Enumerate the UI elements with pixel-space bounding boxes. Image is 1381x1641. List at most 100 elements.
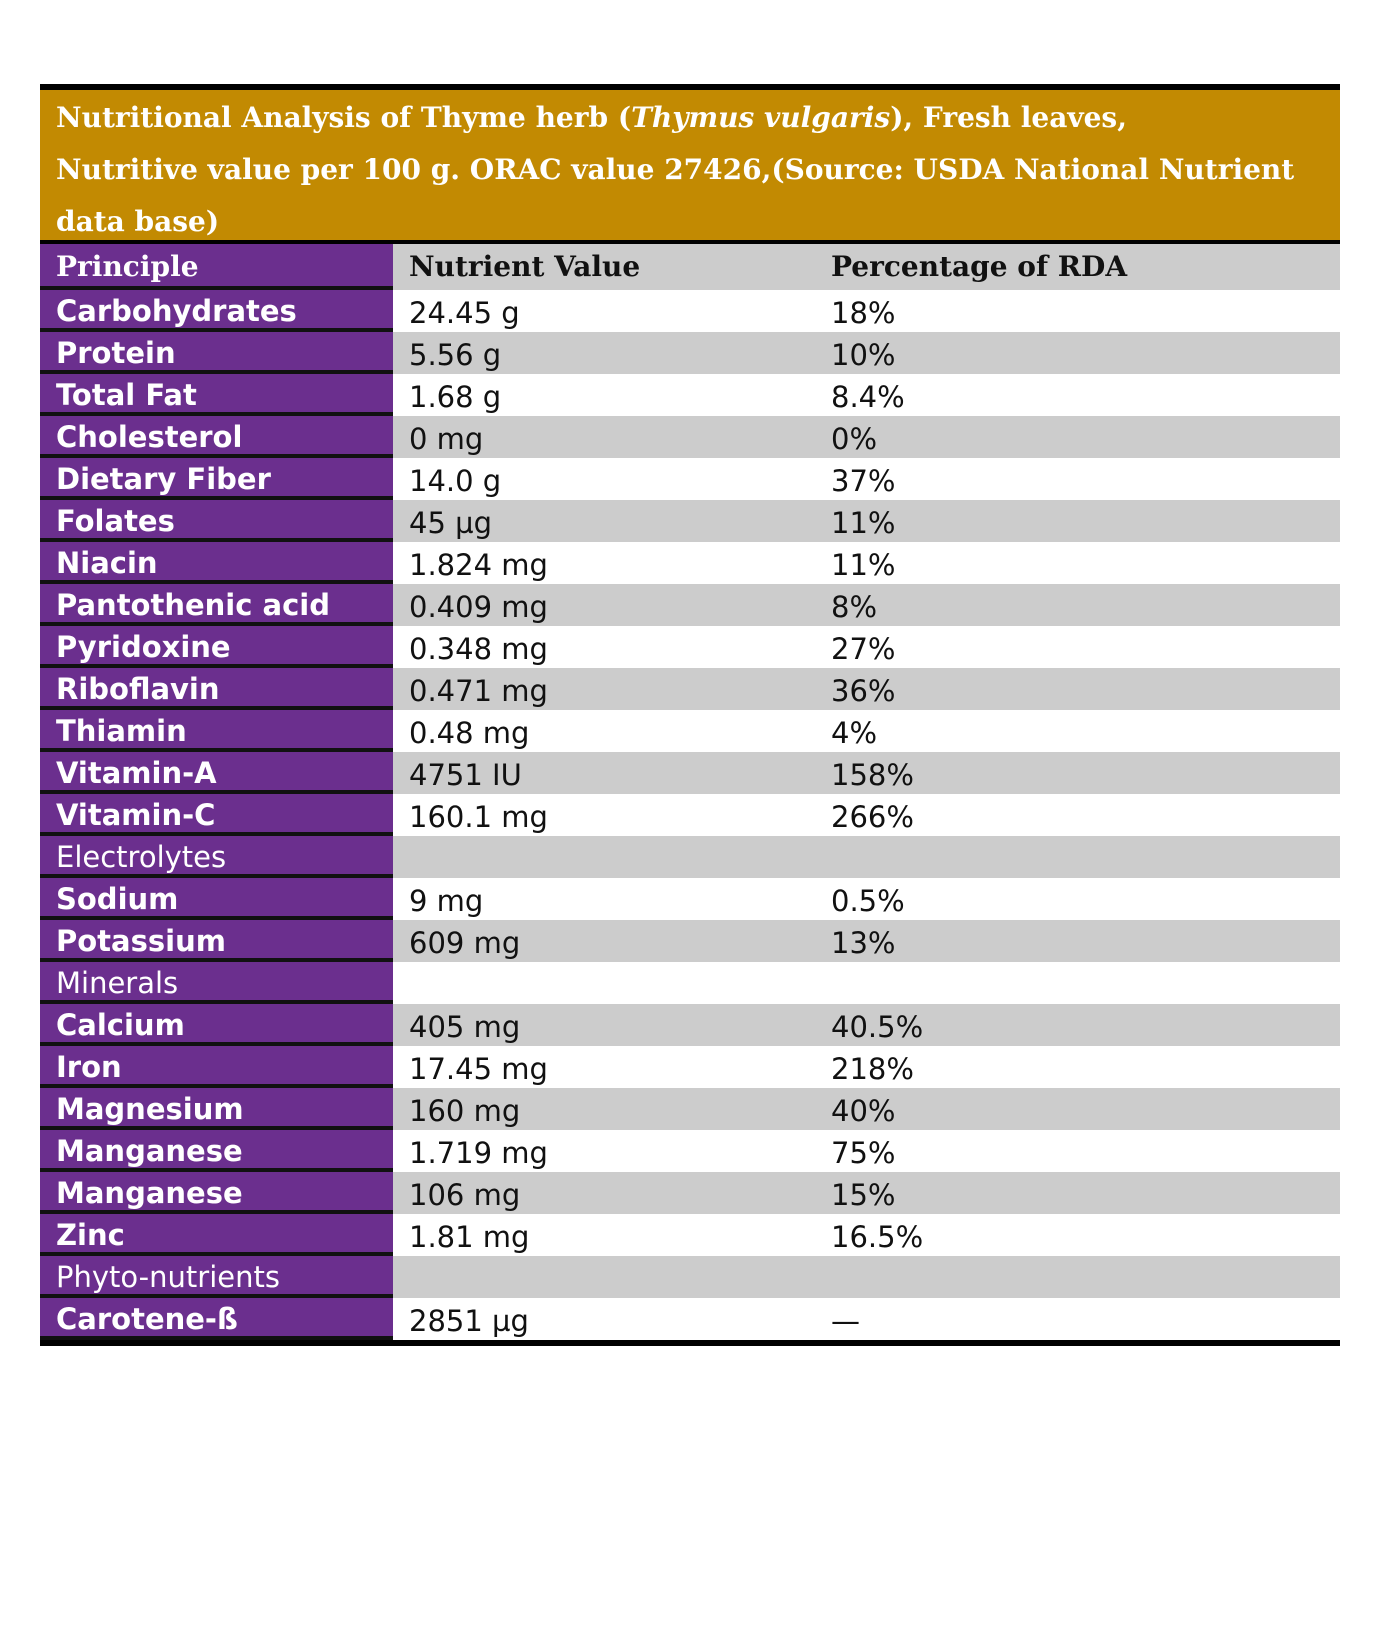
nutrient-value-cell: 405 mg: [393, 1004, 815, 1046]
table-row: Zinc 1.81 mg 16.5%: [40, 1214, 1340, 1256]
rda-percentage-cell: 18%: [815, 290, 1340, 332]
table-row: Thiamin 0.48 mg 4%: [40, 710, 1340, 752]
nutrient-value-cell: [393, 1256, 815, 1298]
principle-cell: Zinc: [40, 1214, 393, 1256]
table-row: Riboflavin 0.471 mg 36%: [40, 668, 1340, 710]
rda-percentage-cell: 36%: [815, 668, 1340, 710]
principle-cell: Folates: [40, 500, 393, 542]
rda-percentage-cell: [815, 1256, 1340, 1298]
table-row: Vitamin-C 160.1 mg 266%: [40, 794, 1340, 836]
nutrient-value-cell: 4751 IU: [393, 752, 815, 794]
principle-cell: Total Fat: [40, 374, 393, 416]
principle-cell: Pyridoxine: [40, 626, 393, 668]
rda-percentage-cell: 266%: [815, 794, 1340, 836]
principle-cell: Cholesterol: [40, 416, 393, 458]
table-row: Total Fat 1.68 g 8.4%: [40, 374, 1340, 416]
nutrient-value-cell: 1.719 mg: [393, 1130, 815, 1172]
nutrient-value-cell: 24.45 g: [393, 290, 815, 332]
top-rule: [40, 84, 1340, 90]
table-row: Cholesterol 0 mg 0%: [40, 416, 1340, 458]
nutrient-value-cell: 160.1 mg: [393, 794, 815, 836]
nutrient-value-cell: 609 mg: [393, 920, 815, 962]
rda-percentage-cell: [815, 836, 1340, 878]
nutrient-value-cell: 0.471 mg: [393, 668, 815, 710]
title-line-1: Nutritional Analysis of Thyme herb (Thym…: [56, 92, 1324, 144]
principle-cell: Riboflavin: [40, 668, 393, 710]
section-label: Phyto-nutrients: [40, 1256, 393, 1298]
nutrient-value-cell: 14.0 g: [393, 458, 815, 500]
nutrition-table: Nutritional Analysis of Thyme herb (Thym…: [40, 84, 1340, 1346]
principle-cell: Carotene-ß: [40, 1298, 393, 1340]
rda-percentage-cell: [815, 962, 1340, 1004]
header-principle: Principle: [40, 244, 393, 290]
rda-percentage-cell: 15%: [815, 1172, 1340, 1214]
title-line-1-post: ), Fresh leaves,: [890, 101, 1127, 134]
nutrient-value-cell: [393, 836, 815, 878]
rda-percentage-cell: 11%: [815, 542, 1340, 584]
title-line-1-pre: Nutritional Analysis of Thyme herb (: [56, 101, 632, 134]
principle-cell: Vitamin-C: [40, 794, 393, 836]
nutrient-value-cell: 1.68 g: [393, 374, 815, 416]
principle-cell: Iron: [40, 1046, 393, 1088]
principle-cell: Sodium: [40, 878, 393, 920]
bottom-rule: [40, 1340, 1340, 1346]
table-body: Carbohydrates 24.45 g 18% Protein 5.56 g 10% T…: [40, 290, 1340, 1340]
principle-cell: Magnesium: [40, 1088, 393, 1130]
rda-percentage-cell: 218%: [815, 1046, 1340, 1088]
nutrient-value-cell: 1.81 mg: [393, 1214, 815, 1256]
principle-cell: Pantothenic acid: [40, 584, 393, 626]
table-header-row: Principle Nutrient Value Percentage of R…: [40, 244, 1340, 290]
title-line-3: data base): [56, 205, 220, 238]
nutrient-value-cell: [393, 962, 815, 1004]
nutrient-value-cell: 5.56 g: [393, 332, 815, 374]
nutrient-value-cell: 0 mg: [393, 416, 815, 458]
table-row: Carotene-ß 2851 µg —: [40, 1298, 1340, 1340]
principle-cell: Dietary Fiber: [40, 458, 393, 500]
rda-percentage-cell: 8.4%: [815, 374, 1340, 416]
principle-cell: Manganese: [40, 1130, 393, 1172]
rda-percentage-cell: 16.5%: [815, 1214, 1340, 1256]
rda-percentage-cell: 11%: [815, 500, 1340, 542]
table-row: Protein 5.56 g 10%: [40, 332, 1340, 374]
table-row: Magnesium 160 mg 40%: [40, 1088, 1340, 1130]
nutrient-value-cell: 0.48 mg: [393, 710, 815, 752]
nutrient-value-cell: 1.824 mg: [393, 542, 815, 584]
table-title: Nutritional Analysis of Thyme herb (Thym…: [40, 90, 1340, 244]
nutrient-value-cell: 0.348 mg: [393, 626, 815, 668]
principle-cell: Potassium: [40, 920, 393, 962]
rda-percentage-cell: 13%: [815, 920, 1340, 962]
table-row: Sodium 9 mg 0.5%: [40, 878, 1340, 920]
nutrient-value-cell: 106 mg: [393, 1172, 815, 1214]
rda-percentage-cell: —: [815, 1298, 1340, 1340]
rda-percentage-cell: 0%: [815, 416, 1340, 458]
table-row: Potassium 609 mg 13%: [40, 920, 1340, 962]
section-label: Electrolytes: [40, 836, 393, 878]
title-species: Thymus vulgaris: [631, 101, 891, 134]
table-row: Vitamin-A 4751 IU 158%: [40, 752, 1340, 794]
nutrient-value-cell: 9 mg: [393, 878, 815, 920]
section-row: Minerals: [40, 962, 1340, 1004]
rda-percentage-cell: 75%: [815, 1130, 1340, 1172]
table-row: Folates 45 µg 11%: [40, 500, 1340, 542]
principle-cell: Manganese: [40, 1172, 393, 1214]
nutrient-value-cell: 45 µg: [393, 500, 815, 542]
table-row: Carbohydrates 24.45 g 18%: [40, 290, 1340, 332]
principle-cell: Protein: [40, 332, 393, 374]
nutrient-value-cell: 0.409 mg: [393, 584, 815, 626]
rda-percentage-cell: 40%: [815, 1088, 1340, 1130]
rda-percentage-cell: 158%: [815, 752, 1340, 794]
table-row: Manganese 1.719 mg 75%: [40, 1130, 1340, 1172]
nutrient-value-cell: 17.45 mg: [393, 1046, 815, 1088]
rda-percentage-cell: 4%: [815, 710, 1340, 752]
section-row: Phyto-nutrients: [40, 1256, 1340, 1298]
rda-percentage-cell: 0.5%: [815, 878, 1340, 920]
header-percentage-rda: Percentage of RDA: [815, 244, 1340, 290]
principle-cell: Calcium: [40, 1004, 393, 1046]
rda-percentage-cell: 27%: [815, 626, 1340, 668]
table-row: Dietary Fiber 14.0 g 37%: [40, 458, 1340, 500]
table-row: Iron 17.45 mg 218%: [40, 1046, 1340, 1088]
principle-cell: Carbohydrates: [40, 290, 393, 332]
rda-percentage-cell: 37%: [815, 458, 1340, 500]
principle-cell: Niacin: [40, 542, 393, 584]
principle-cell: Vitamin-A: [40, 752, 393, 794]
